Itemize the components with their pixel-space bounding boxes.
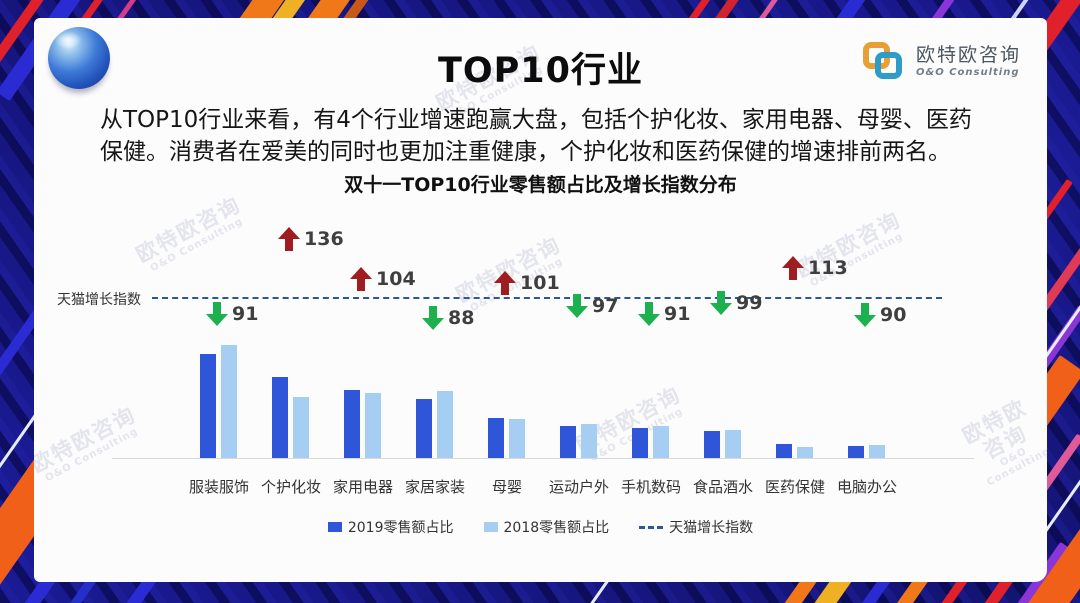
growth-marker-down: 91 bbox=[206, 302, 258, 326]
growth-marker-down: 99 bbox=[710, 291, 762, 315]
legend-label: 天猫增长指数 bbox=[669, 520, 754, 536]
bar-2019 bbox=[776, 444, 792, 458]
category-label: 家居家装 bbox=[404, 478, 465, 496]
arrow-up-icon bbox=[494, 271, 516, 295]
bar-chart: 天猫增长指数 91 136 104 88 101 97 91 99 113 90 服装服饰 个护化妆… bbox=[34, 18, 1047, 582]
growth-value: 113 bbox=[808, 257, 848, 279]
bar-2018 bbox=[437, 391, 453, 458]
logo-icon bbox=[862, 40, 906, 84]
arrow-up-icon bbox=[278, 227, 300, 251]
growth-value: 88 bbox=[448, 307, 475, 329]
legend-label: 2018零售额占比 bbox=[503, 520, 610, 536]
growth-value: 99 bbox=[736, 292, 763, 314]
arrow-down-icon bbox=[206, 302, 228, 326]
arrow-down-icon bbox=[566, 294, 588, 318]
summary-paragraph: 从TOP10行业来看，有4个行业增速跑赢大盘，包括个护化妆、家用电器、母婴、医药… bbox=[100, 107, 972, 165]
bar-2018 bbox=[221, 345, 237, 458]
category-label: 医药保健 bbox=[764, 478, 825, 496]
category-label: 家用电器 bbox=[332, 478, 393, 496]
category-label: 电脑办公 bbox=[836, 478, 897, 496]
bar-2019 bbox=[344, 390, 360, 458]
chart-legend: 2019零售额占比 2018零售额占比 天猫增长指数 bbox=[34, 517, 1047, 537]
growth-value: 136 bbox=[304, 228, 344, 250]
arrow-up-icon bbox=[350, 267, 372, 291]
growth-marker-up: 136 bbox=[278, 227, 344, 251]
legend-dash-icon bbox=[639, 525, 664, 529]
arrow-down-icon bbox=[638, 302, 660, 326]
growth-marker-up: 104 bbox=[350, 267, 416, 291]
benchmark-label: 天猫增长指数 bbox=[57, 292, 141, 308]
bar-2018 bbox=[797, 447, 813, 458]
chart-title: 双十一TOP10行业零售额占比及增长指数分布 bbox=[344, 174, 737, 196]
bar-2018 bbox=[653, 426, 669, 458]
slide-panel: 欧特欧咨询 O&O Consulting 欧特欧咨询 O&O Consulting … bbox=[34, 18, 1047, 582]
category-label: 手机数码 bbox=[620, 478, 681, 496]
bar-2018 bbox=[869, 445, 885, 458]
bar-2019 bbox=[488, 418, 504, 458]
growth-value: 101 bbox=[520, 272, 560, 294]
bar-2019 bbox=[416, 399, 432, 458]
growth-marker-down: 91 bbox=[638, 302, 690, 326]
bar-2019 bbox=[272, 377, 288, 458]
bar-2019 bbox=[560, 426, 576, 458]
legend-item: 天猫增长指数 bbox=[639, 517, 753, 537]
growth-marker-up: 101 bbox=[494, 271, 560, 295]
arrow-down-icon bbox=[854, 303, 876, 327]
legend-swatch bbox=[483, 522, 498, 532]
legend-label: 2019零售额占比 bbox=[347, 520, 454, 536]
arrow-down-icon bbox=[710, 291, 732, 315]
bar-2019 bbox=[200, 354, 216, 458]
bar-2018 bbox=[509, 419, 525, 458]
logo-name: 欧特欧咨询 bbox=[915, 44, 1021, 67]
category-label: 服装服饰 bbox=[188, 478, 249, 496]
legend-item: 2019零售额占比 bbox=[327, 517, 454, 537]
benchmark-dashed-line bbox=[152, 297, 942, 299]
page-title: TOP10行业 bbox=[438, 51, 643, 91]
bar-2019 bbox=[632, 428, 648, 458]
bar-2019 bbox=[848, 446, 864, 458]
bar-2019 bbox=[704, 431, 720, 458]
legend-swatch bbox=[327, 522, 342, 532]
bar-2018 bbox=[581, 424, 597, 458]
logo-subtitle: O&O Consulting bbox=[915, 67, 1020, 79]
arrow-up-icon bbox=[782, 256, 804, 280]
legend-item: 2018零售额占比 bbox=[483, 517, 610, 537]
growth-value: 97 bbox=[592, 295, 619, 317]
globe-icon bbox=[48, 27, 110, 89]
bar-2018 bbox=[365, 393, 381, 458]
growth-marker-down: 97 bbox=[566, 294, 618, 318]
category-label: 食品酒水 bbox=[692, 478, 753, 496]
growth-marker-down: 88 bbox=[422, 306, 474, 330]
arrow-down-icon bbox=[422, 306, 444, 330]
category-label: 个护化妆 bbox=[260, 478, 321, 496]
category-label: 运动户外 bbox=[548, 478, 609, 496]
growth-value: 104 bbox=[376, 268, 416, 290]
growth-marker-up: 113 bbox=[782, 256, 848, 280]
x-axis-line bbox=[112, 458, 974, 459]
growth-value: 90 bbox=[880, 304, 907, 326]
company-logo: 欧特欧咨询 O&O Consulting bbox=[862, 40, 1021, 84]
category-label: 母婴 bbox=[491, 478, 522, 496]
bar-2018 bbox=[293, 397, 309, 458]
logo-square-blue bbox=[874, 52, 902, 79]
growth-value: 91 bbox=[232, 303, 259, 325]
bar-2018 bbox=[725, 430, 741, 458]
growth-marker-down: 90 bbox=[854, 303, 906, 327]
growth-value: 91 bbox=[664, 303, 691, 325]
